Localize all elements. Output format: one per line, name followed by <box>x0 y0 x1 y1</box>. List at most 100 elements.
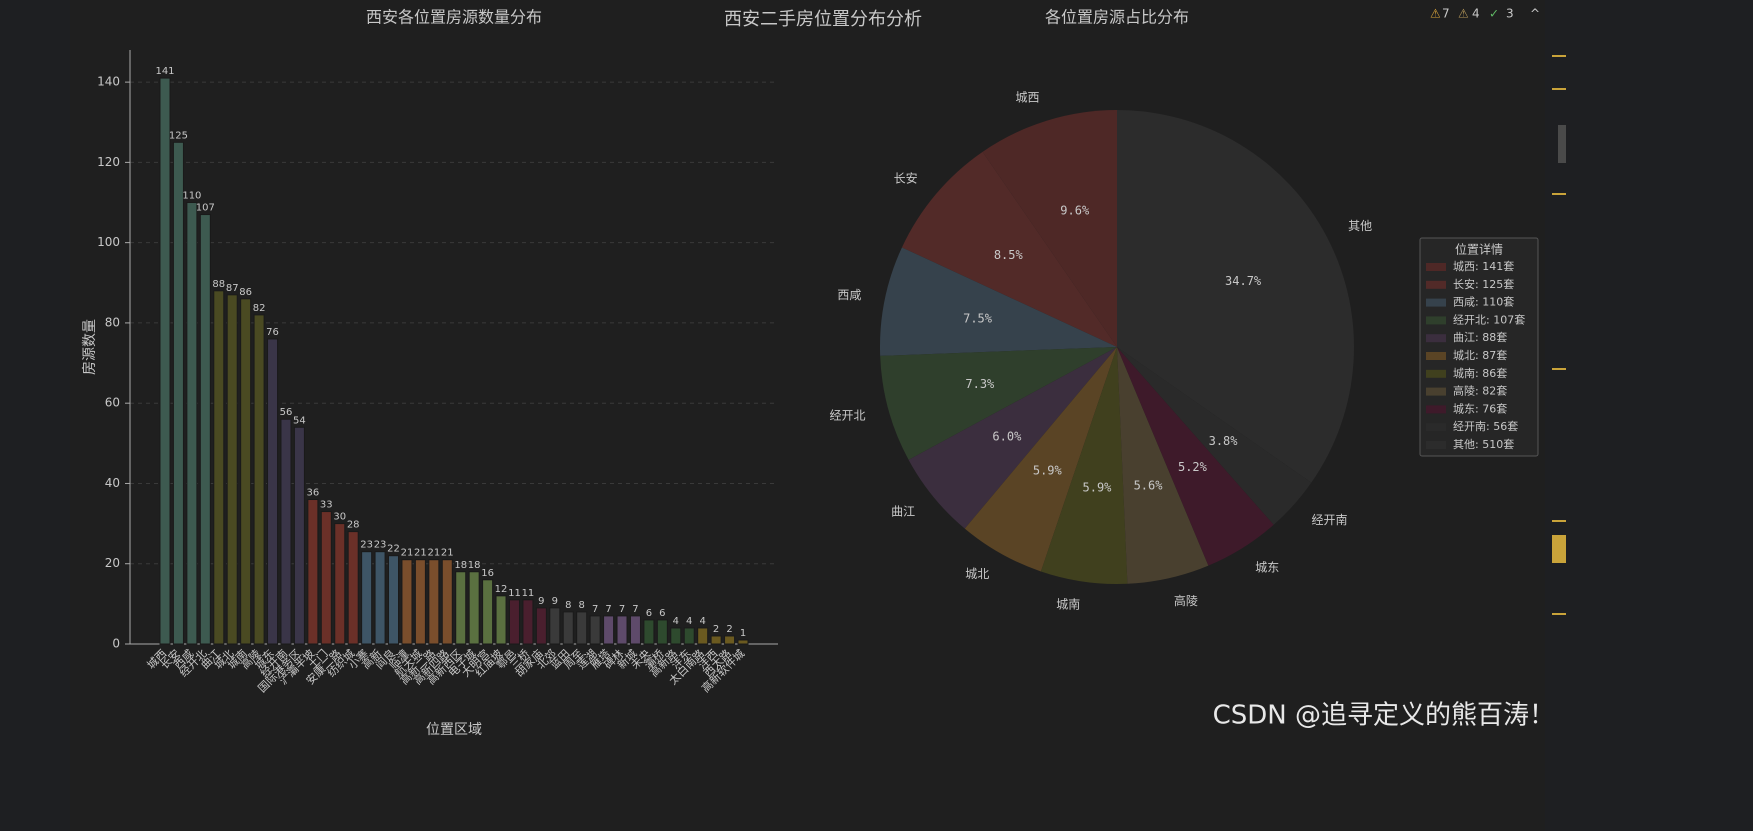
pie-slice <box>982 110 1117 347</box>
bar <box>656 619 668 645</box>
legend-swatch <box>1426 263 1446 271</box>
check-icon[interactable]: ✓ <box>1489 7 1499 21</box>
y-tick-label: 80 <box>105 315 120 329</box>
bar <box>320 511 332 645</box>
bar <box>724 635 736 645</box>
legend-label: 城西: 141套 <box>1453 260 1514 273</box>
bar <box>508 599 520 645</box>
bar <box>468 571 480 645</box>
bar <box>629 615 641 645</box>
value-label: 30 <box>333 512 346 523</box>
pie-slice <box>1117 110 1354 483</box>
scroll-thumb[interactable] <box>1558 125 1566 163</box>
bar <box>240 298 252 645</box>
slice-label: 城西 <box>1016 91 1040 105</box>
value-label: 18 <box>454 560 467 571</box>
value-label: 6 <box>646 608 652 619</box>
pie-slice <box>1117 347 1209 584</box>
value-label: 107 <box>196 203 215 214</box>
value-label: 4 <box>673 616 679 627</box>
pct-label: 6.0% <box>992 429 1022 443</box>
pie-slice <box>880 247 1117 356</box>
value-label: 7 <box>632 604 638 615</box>
slice-label: 城东 <box>1255 560 1279 574</box>
slice-label: 其他 <box>1348 219 1372 233</box>
value-label: 11 <box>522 588 535 599</box>
bar <box>213 290 225 645</box>
check-count[interactable]: 3 <box>1506 7 1514 21</box>
bar <box>710 635 722 645</box>
watermark: CSDN @追寻定义的熊百涛！ <box>1213 701 1555 731</box>
value-label: 28 <box>347 520 360 531</box>
chart-title: 西安各位置房源数量分布 <box>366 8 542 27</box>
bar <box>388 555 400 645</box>
bar <box>253 314 265 645</box>
legend-label: 长安: 125套 <box>1453 277 1514 291</box>
bar <box>361 551 373 645</box>
legend-swatch <box>1426 280 1446 289</box>
weak-warning-icon[interactable]: ⚠ <box>1458 7 1469 21</box>
x-axis-label: 位置区域 <box>426 722 482 738</box>
pct-label: 5.9% <box>1033 463 1063 477</box>
legend-label: 城北: 87套 <box>1453 349 1507 362</box>
value-label: 21 <box>401 548 414 559</box>
warning-icon[interactable]: ⚠ <box>1430 7 1441 21</box>
slice-label: 长安 <box>894 170 918 185</box>
pct-label: 3.8% <box>1209 434 1239 448</box>
pie-slice <box>1040 347 1128 584</box>
legend-swatch <box>1426 316 1446 325</box>
legend-swatch <box>1426 441 1446 449</box>
bar <box>280 418 292 645</box>
value-label: 23 <box>360 540 373 551</box>
value-label: 8 <box>579 600 585 611</box>
value-label: 7 <box>619 604 625 615</box>
bar <box>441 559 453 645</box>
value-label: 125 <box>169 130 188 141</box>
value-label: 12 <box>495 584 508 595</box>
weak-warning-count[interactable]: 4 <box>1472 7 1480 21</box>
legend-label: 城东: 76套 <box>1453 402 1507 415</box>
value-label: 22 <box>387 544 400 555</box>
bar <box>401 559 413 645</box>
value-label: 1 <box>740 628 746 639</box>
pie-slice <box>1117 347 1274 566</box>
value-label: 9 <box>552 596 558 607</box>
bar <box>226 294 238 645</box>
warning-count[interactable]: 7 <box>1442 7 1450 21</box>
value-label: 11 <box>508 588 521 599</box>
y-tick-label: 0 <box>112 637 120 651</box>
legend-label: 经开北: 107套 <box>1453 313 1525 326</box>
pct-label: 5.6% <box>1134 478 1164 492</box>
scroll-markers <box>1552 55 1566 615</box>
value-label: 21 <box>414 548 427 559</box>
bar <box>522 599 534 645</box>
bar <box>589 615 601 645</box>
value-label: 6 <box>659 608 665 619</box>
legend-label: 其他: 510套 <box>1453 438 1514 451</box>
bar <box>737 639 749 645</box>
slice-label: 经开南 <box>1311 512 1347 527</box>
value-label: 141 <box>155 66 174 77</box>
y-tick-label: 100 <box>97 235 120 249</box>
slice-label: 西咸 <box>837 288 861 302</box>
slice-label: 高陵 <box>1174 593 1198 608</box>
pie-slice <box>908 347 1117 529</box>
slice-label: 经开北 <box>830 408 866 422</box>
value-label: 7 <box>605 604 611 615</box>
legend-label: 城南: 86套 <box>1453 367 1507 380</box>
nav-up[interactable]: ^ <box>1530 7 1540 21</box>
pie-slice <box>901 151 1117 347</box>
pct-label: 8.5% <box>994 248 1024 262</box>
y-tick-label: 140 <box>97 75 120 89</box>
bar <box>347 531 359 645</box>
y-tick-label: 40 <box>105 476 120 490</box>
pct-label: 34.7% <box>1225 274 1262 288</box>
pct-label: 5.9% <box>1083 480 1113 494</box>
value-label: 21 <box>427 548 440 559</box>
bar <box>334 523 346 645</box>
figure-title: 西安二手房位置分布分析 <box>724 9 922 30</box>
value-label: 33 <box>320 500 333 511</box>
value-label: 23 <box>374 540 387 551</box>
